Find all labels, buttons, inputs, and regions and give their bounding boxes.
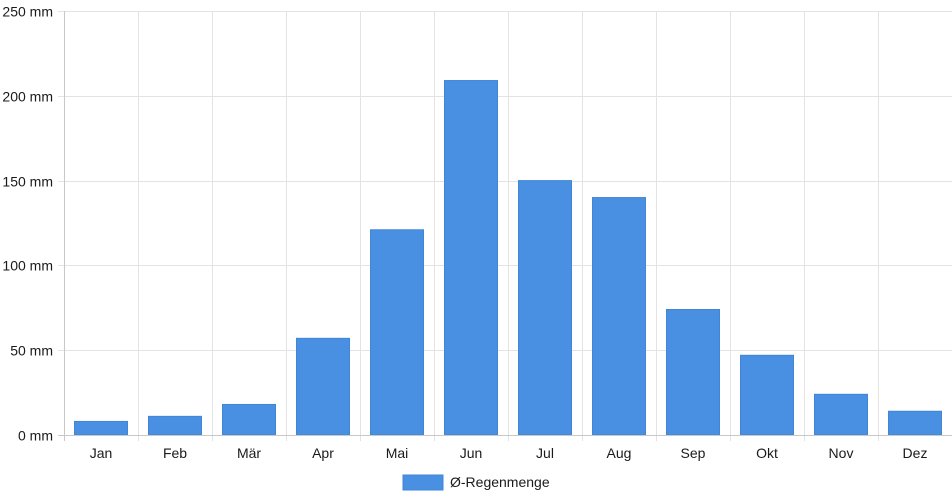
x-tick-label: Mär: [237, 445, 261, 461]
bars: [74, 80, 942, 436]
x-tick-labels: Jan Feb Mär Apr Mai Jun Jul Aug Sep Okt Nov Dez: [90, 445, 928, 461]
bar-jan: [74, 420, 128, 436]
grid-lines: [58, 11, 952, 441]
x-tick-label: Apr: [312, 445, 334, 461]
bar-dez: [888, 410, 942, 436]
x-tick-label: Aug: [607, 445, 632, 461]
y-tick-label: 0 mm: [18, 428, 53, 444]
x-tick-label: Mai: [386, 445, 409, 461]
x-tick-label: Jul: [536, 445, 554, 461]
bar-mär: [222, 403, 276, 436]
x-tick-label: Okt: [756, 445, 778, 461]
bar-mai: [370, 229, 424, 436]
bar-apr: [296, 337, 350, 436]
x-tick-label: Sep: [681, 445, 706, 461]
bar-sep: [666, 309, 720, 436]
y-tick-label: 50 mm: [10, 343, 53, 359]
y-tick-label: 100 mm: [2, 258, 53, 274]
bar-nov: [814, 393, 868, 436]
x-tick-label: Dez: [903, 445, 928, 461]
axes: [58, 11, 952, 441]
x-tick-label: Jan: [90, 445, 113, 461]
legend: Ø-Regenmenge: [402, 474, 550, 491]
y-tick-label: 200 mm: [2, 89, 53, 105]
y-tick-labels: 0 mm 50 mm 100 mm 150 mm 200 mm 250 mm: [2, 4, 53, 444]
x-tick-label: Nov: [829, 445, 854, 461]
bar-feb: [148, 415, 202, 436]
x-tick-label: Feb: [163, 445, 187, 461]
legend-swatch: [402, 474, 444, 491]
bar-aug: [592, 197, 646, 436]
x-tick-label: Jun: [460, 445, 483, 461]
bar-jul: [518, 180, 572, 436]
bar-okt: [740, 354, 794, 436]
y-tick-label: 250 mm: [2, 4, 53, 20]
legend-label: Ø-Regenmenge: [450, 474, 550, 490]
y-tick-label: 150 mm: [2, 174, 53, 190]
bar-jun: [444, 80, 498, 436]
